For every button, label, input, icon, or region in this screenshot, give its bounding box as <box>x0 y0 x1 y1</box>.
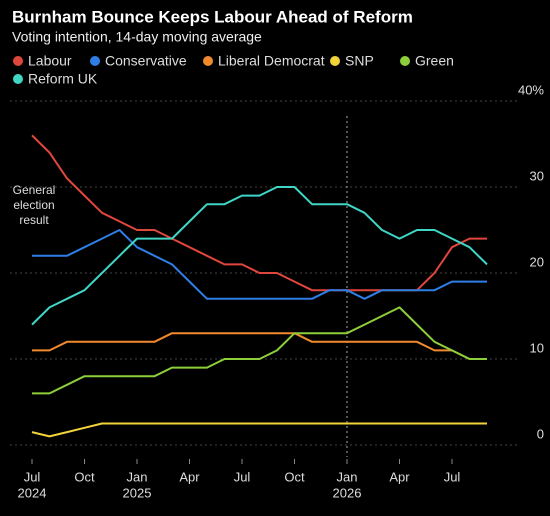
chart-title: Burnham Bounce Keeps Labour Ahead of Ref… <box>12 7 413 26</box>
x-tick-label: Jul <box>444 469 461 484</box>
x-tick-label: Jan <box>337 469 358 484</box>
x-tick-label: Jul <box>24 469 41 484</box>
series-line <box>32 229 487 300</box>
legend-label: Liberal Democrat <box>218 53 325 69</box>
x-tick-label: Jan <box>127 469 148 484</box>
legend-label: Labour <box>28 53 72 69</box>
x-tick-label: Apr <box>179 469 200 484</box>
series-line <box>32 332 487 360</box>
y-tick-label: 0 <box>537 426 544 441</box>
legend-label: Conservative <box>105 53 187 69</box>
series-line <box>31 186 488 326</box>
annotation: General <box>13 183 56 197</box>
legend-label: SNP <box>345 53 374 69</box>
chart-subtitle: Voting intention, 14-day moving average <box>12 29 262 45</box>
x-tick-label: Apr <box>389 469 410 484</box>
x-tick-label: Oct <box>74 469 95 484</box>
series-line <box>31 422 487 438</box>
x-tick-label: Jul <box>234 469 251 484</box>
y-tick-label: 40% <box>518 82 544 97</box>
annotation: result <box>19 213 49 227</box>
x-tick-year: 2025 <box>123 485 152 500</box>
legend-label: Reform UK <box>28 71 98 87</box>
legend-swatch <box>400 56 410 66</box>
x-tick-label: Oct <box>284 469 305 484</box>
y-tick-label: 10 <box>530 340 544 355</box>
legend-swatch <box>13 74 23 84</box>
series-line <box>32 306 487 395</box>
x-tick-year: 2024 <box>18 485 47 500</box>
series-line <box>31 134 487 292</box>
legend-swatch <box>203 56 213 66</box>
legend-swatch <box>330 56 340 66</box>
y-tick-label: 20 <box>530 254 544 269</box>
y-tick-label: 30 <box>530 168 544 183</box>
legend-swatch <box>90 56 100 66</box>
x-tick-year: 2026 <box>333 485 362 500</box>
legend-label: Green <box>415 53 454 69</box>
annotation: election <box>13 198 54 212</box>
legend-swatch <box>13 56 23 66</box>
